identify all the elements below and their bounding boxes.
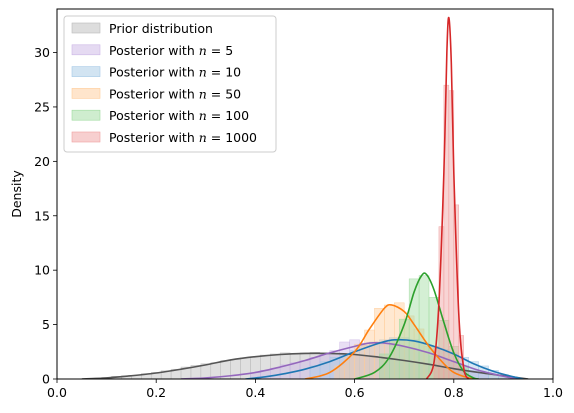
hist-bar-0-14 (240, 357, 251, 379)
legend-item: Posterior with n = 50 (71, 86, 241, 101)
y-tick-label: 30 (34, 45, 50, 60)
x-tick-label: 0.8 (444, 385, 464, 400)
y-tick-label: 10 (34, 263, 50, 278)
legend-label: Posterior with n = 10 (109, 65, 241, 80)
legend-item: Posterior with n = 100 (71, 108, 249, 123)
y-axis-label: Density (9, 170, 24, 218)
y-tick-label: 25 (34, 99, 50, 114)
x-tick-label: 0.0 (47, 385, 67, 400)
legend-swatch (71, 44, 101, 56)
legend-swatch (71, 22, 101, 34)
kde-line-2 (245, 338, 524, 379)
legend-label: Posterior with n = 50 (109, 86, 241, 101)
legend-swatch (71, 66, 101, 77)
legend-label: Posterior with n = 1000 (109, 130, 257, 145)
hist-bar-3-3 (364, 329, 375, 379)
y-axis: 0 5 10 15 20 25 30 (34, 45, 57, 387)
plot-area (81, 16, 529, 379)
hist-bar-4-2 (398, 318, 410, 379)
kde-line-3 (304, 303, 479, 379)
x-tick-label: 0.4 (245, 385, 265, 400)
x-tick-label: 1.0 (543, 385, 563, 400)
legend-box (63, 15, 277, 153)
kde-line-5 (425, 16, 470, 379)
y-tick-label: 0 (42, 372, 50, 387)
legend-swatch (71, 109, 101, 121)
legend-swatch (71, 88, 101, 99)
legend-item: Posterior with n = 10 (71, 65, 241, 80)
kde-line-1 (180, 341, 519, 379)
x-tick-label: 0.2 (146, 385, 166, 400)
legend-item: Prior distribution (71, 21, 213, 36)
kde-line-0 (81, 352, 529, 379)
legend: Prior distribution Posterior with n = 5 Po… (63, 15, 277, 153)
y-tick-label: 5 (42, 317, 50, 332)
y-tick-label: 20 (34, 154, 50, 169)
legend-item: Posterior with n = 1000 (71, 130, 257, 145)
legend-label: Posterior with n = 5 (109, 43, 233, 58)
legend-item: Posterior with n = 5 (71, 43, 233, 58)
hist-bar-5-4 (453, 204, 460, 379)
legend-label: Prior distribution (109, 21, 213, 36)
axes-frame (56, 8, 554, 380)
x-axis: 0.0 0.2 0.4 0.6 0.8 1.0 (47, 379, 563, 400)
legend-swatch (71, 131, 101, 143)
legend-label: Posterior with n = 100 (109, 108, 249, 123)
y-tick-label: 15 (34, 208, 50, 223)
x-tick-label: 0.6 (345, 385, 365, 400)
